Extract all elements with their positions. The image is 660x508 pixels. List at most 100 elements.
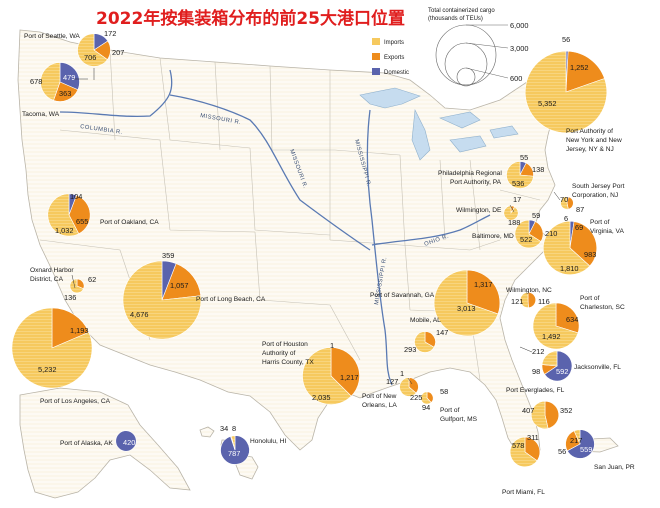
baltimore-md-imports-wedge — [514, 219, 542, 249]
tacoma-imports-value: 678 — [30, 77, 42, 86]
port-label-losangeles: Port of Los Angeles, CA — [40, 398, 111, 405]
rivers — [59, 69, 491, 386]
honolulu-imports-value: 34 — [220, 424, 228, 433]
port-label-charleston-1: Port of — [580, 295, 600, 302]
legend-size-3000: 3,000 — [510, 44, 529, 53]
jacksonville-exports-value: 98 — [532, 367, 540, 376]
jacksonville-fl-domestic-wedge — [544, 350, 573, 382]
mobile-al-imports-wedge — [414, 331, 435, 353]
port-label-savannah: Port of Savannah, GA — [370, 292, 435, 299]
wilmington-de-imports-wedge — [503, 205, 519, 221]
legend-size-circle-large — [435, 24, 497, 86]
port-of-los-angeles-ca-imports-wedge — [11, 307, 93, 389]
port-label-gulfport-2: Gulfport, MS — [440, 416, 478, 423]
river-label-columbia: COLUMBIA R. — [80, 124, 123, 136]
port-of-alaska-ak-domestic-wedge — [115, 430, 137, 452]
port-label-mobile: Mobile, AL — [410, 317, 441, 324]
oxnard-harbor-district-ca-imports-wedge — [69, 278, 84, 294]
port-of-los-angeles-ca-exports-wedge — [51, 307, 90, 349]
port-of-houston-authority-of-harris-county-tx-exports-wedge — [330, 347, 360, 397]
port-of-houston-authority-of-harris-county-tx-imports-wedge — [302, 347, 352, 405]
port-label-everglades: Port Everglades, FL — [506, 387, 565, 394]
port-label-jacksonville: Jacksonville, FL — [574, 364, 621, 371]
port-label-longbeach: Port of Long Beach, CA — [196, 296, 266, 303]
port-of-savannah-ga-exports-wedge — [466, 269, 501, 315]
legend-size-title-2: (thousands of TEUs) — [428, 16, 483, 22]
philly-exports-value: 138 — [532, 165, 544, 174]
port-of-new-orleans-la-exports-wedge — [408, 377, 419, 394]
port-label-southjersey-1: South Jersey Port — [572, 183, 625, 190]
leader-lines — [71, 68, 561, 385]
port-label-baltimore: Baltimore, MD — [472, 233, 514, 240]
port-label-nynj-3: Jersey, NY & NJ — [566, 146, 614, 153]
port-label-seattle: Port of Seattle, WA — [24, 33, 80, 40]
map-title: 2022年按集装箱分布的前25大港口位置 — [96, 8, 405, 29]
houston-domestic-value: 1 — [330, 341, 334, 350]
seattle-imports-value: 706 — [84, 53, 96, 62]
port-label-oakland: Port of Oakland, CA — [100, 219, 159, 226]
virginia-exports-value: 983 — [584, 250, 596, 259]
virginia-imports-value: 1,810 — [560, 264, 579, 273]
tacoma-wa-domestic-wedge — [59, 62, 80, 91]
philly-domestic-value: 55 — [520, 153, 528, 162]
legend-label-domestic: Domestic — [384, 70, 409, 76]
port-of-charleston-sc-imports-wedge — [532, 302, 579, 350]
alaska-domestic-value: 420 — [123, 438, 135, 447]
la-exports-value: 1,193 — [70, 326, 89, 335]
legend-swatch-exports — [372, 53, 380, 60]
oakland-imports-value: 1,032 — [55, 226, 74, 235]
port-pies — [11, 33, 608, 468]
port-of-new-orleans-la-imports-wedge — [399, 377, 417, 397]
sanjuan-imports-value: 56 — [558, 447, 566, 456]
legend-size-title-1: Total containerized cargo — [428, 8, 495, 14]
port-label-alaska: Port of Alaska, AK — [60, 440, 113, 447]
virginia-domestic-value: 69 — [575, 223, 583, 232]
nynj-domestic-value: 56 — [562, 35, 570, 44]
longbeach-domestic-value: 359 — [162, 251, 174, 260]
legend-size-circle-small — [456, 67, 476, 87]
la-imports-value: 5,232 — [38, 365, 57, 374]
port-label-philadelphia-2: Port Authority, PA — [450, 179, 502, 186]
hawaii-island-1 — [199, 426, 215, 438]
port-label-houston-2: Authority of — [262, 350, 296, 357]
port-label-charleston-2: Charleston, SC — [580, 304, 625, 311]
tacoma-domestic-value: 479 — [63, 73, 75, 82]
oakland-exports-value: 655 — [76, 217, 88, 226]
neworleans-domestic-value: 1 — [400, 369, 404, 378]
port-of-savannah-ga-imports-wedge — [433, 269, 499, 337]
jacksonville-imports-value: 212 — [532, 347, 544, 356]
san-juan-pr-imports-wedge — [573, 429, 581, 445]
port-of-virginia-va-exports-wedge — [569, 221, 598, 267]
port-label-virginia-1: Port of — [590, 219, 610, 226]
seattle-exports-value: 207 — [112, 48, 124, 57]
honolulu-domestic-value: 787 — [228, 449, 240, 458]
south-jersey-port-corporation-nj-imports-wedge — [560, 196, 569, 210]
miami-exports-value: 311 — [527, 433, 539, 442]
tacoma-exports-value: 363 — [59, 89, 71, 98]
oxnard-imports-value: 136 — [64, 293, 76, 302]
alaska-land — [19, 387, 191, 499]
nynj-imports-value: 5,352 — [538, 99, 557, 108]
philadelphia-regional-port-authority-pa-imports-wedge — [506, 161, 534, 189]
houston-imports-value: 2,035 — [312, 393, 331, 402]
port-of-long-beach-ca-exports-wedge — [161, 263, 202, 301]
legend-label-exports: Exports — [384, 55, 404, 61]
port-of-virginia-va-imports-wedge — [542, 220, 591, 276]
legend: Total containerized cargo (thousands of … — [372, 8, 529, 87]
port-of-gulfport-ms-imports-wedge — [420, 391, 432, 405]
south-jersey-port-corporation-nj-exports-wedge — [566, 196, 574, 210]
seattle-domestic-value: 172 — [104, 29, 116, 38]
mobile-exports-value: 147 — [436, 328, 448, 337]
baltimore-domestic-value: 59 — [532, 211, 540, 220]
philly-imports-value: 536 — [512, 179, 524, 188]
port-label-southjersey-2: Corporation, NJ — [572, 192, 618, 199]
port-label-tacoma: Tacoma, WA — [22, 111, 60, 118]
port-everglades-fl-exports-wedge — [544, 400, 560, 429]
sj-domestic-value: 6 — [564, 214, 568, 223]
port-label-oxnard: Oxnard Harbor — [30, 267, 74, 274]
everglades-imports-value: 407 — [522, 406, 534, 415]
oxnard-exports-value: 62 — [88, 275, 96, 284]
wilmington-nc-exports-wedge — [527, 292, 536, 309]
honolulu-exports-value: 8 — [232, 424, 236, 433]
